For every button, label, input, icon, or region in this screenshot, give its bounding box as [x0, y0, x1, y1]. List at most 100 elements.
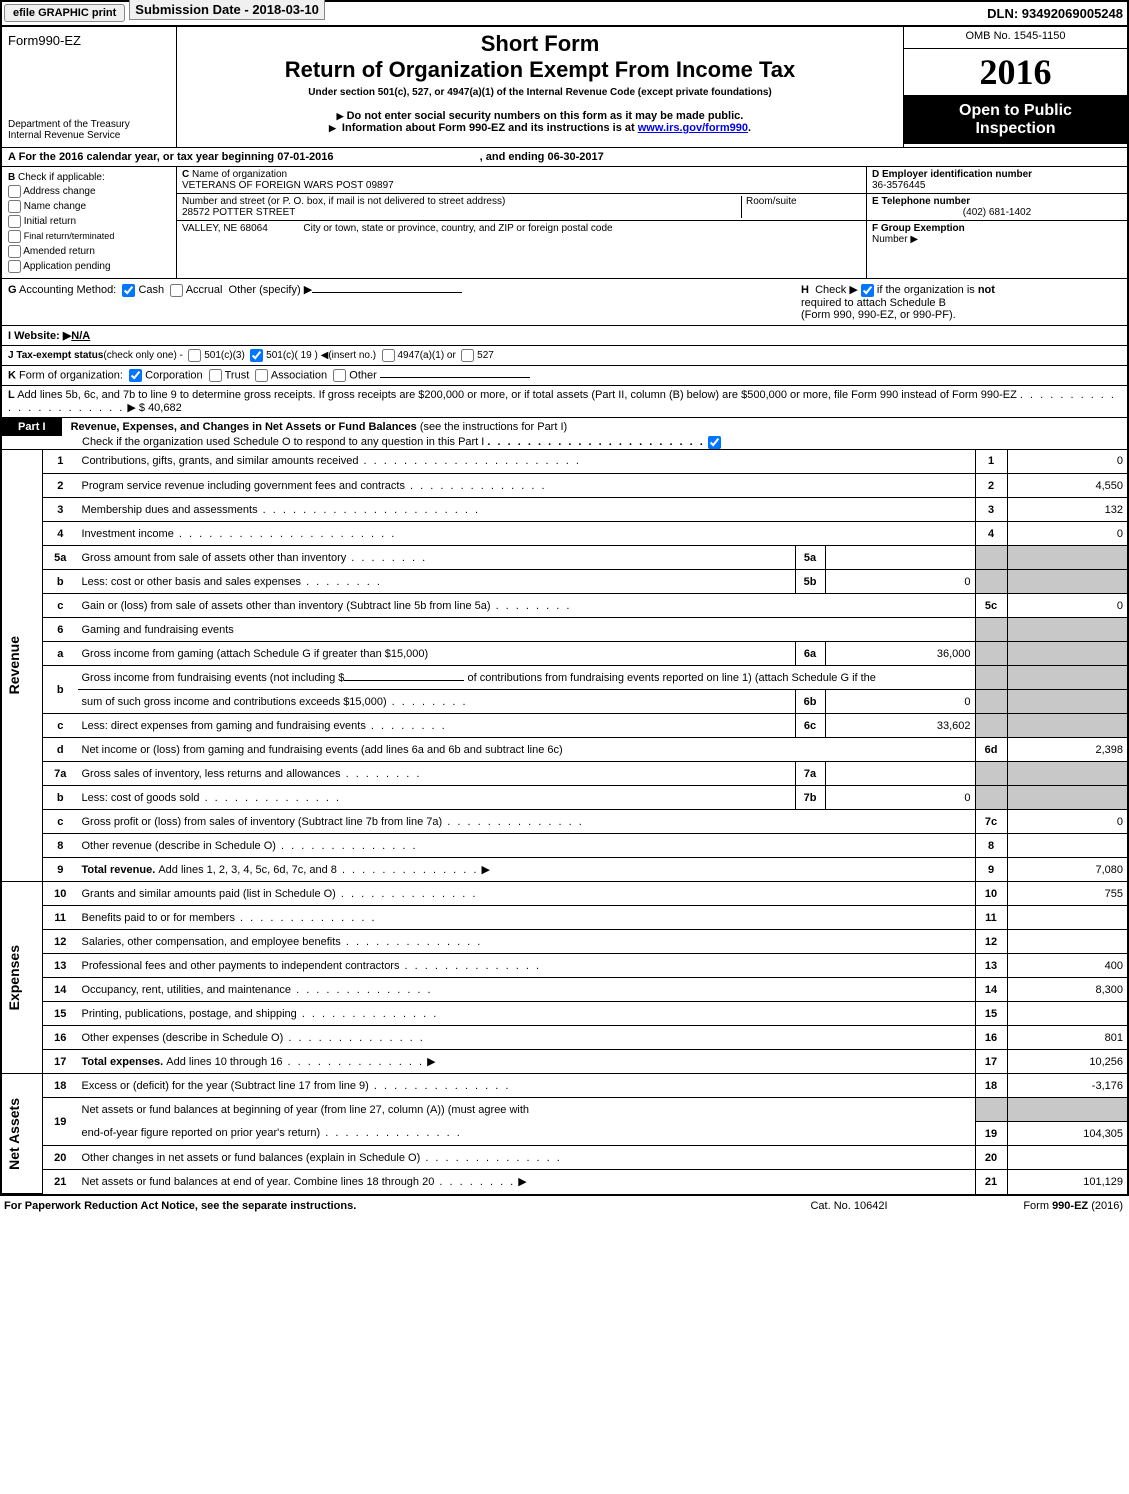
- tax-exempt-row: J Tax-exempt status(check only one) - 50…: [2, 346, 1127, 366]
- chk-association[interactable]: [255, 369, 268, 382]
- org-name: VETERANS OF FOREIGN WARS POST 09897: [182, 180, 394, 191]
- line-17-value: 10,256: [1007, 1050, 1127, 1074]
- form-number: 990-EZ: [38, 33, 81, 48]
- chk-pending[interactable]: [8, 260, 21, 273]
- line-l-gross-receipts: L Add lines 5b, 6c, and 7b to line 9 to …: [2, 386, 1127, 418]
- line-6b-1: b Gross income from fundraising events (…: [2, 666, 1127, 690]
- chk-cash[interactable]: [122, 284, 135, 297]
- irs-link[interactable]: www.irs.gov/form990: [638, 122, 748, 134]
- form-label: Form: [8, 33, 38, 48]
- line-15-value: [1007, 1002, 1127, 1026]
- part1-header-row: Part I Revenue, Expenses, and Changes in…: [2, 418, 1127, 450]
- line-1: Revenue 1 Contributions, gifts, grants, …: [2, 450, 1127, 474]
- line-11-value: [1007, 906, 1127, 930]
- chk-accrual[interactable]: [170, 284, 183, 297]
- line-7b: b Less: cost of goods sold 7b 0: [2, 786, 1127, 810]
- line-3-value: 132: [1007, 498, 1127, 522]
- line-14: 14 Occupancy, rent, utilities, and maint…: [2, 978, 1127, 1002]
- org-info-block: B Check if applicable: Address change Na…: [2, 167, 1127, 279]
- expenses-sidebar: Expenses: [6, 945, 22, 1010]
- chk-address-change[interactable]: [8, 185, 21, 198]
- open-inspection: Open to Public Inspection: [904, 96, 1127, 144]
- line-17: 17 Total expenses. Add lines 10 through …: [2, 1050, 1127, 1074]
- part1-lines-table: Revenue 1 Contributions, gifts, grants, …: [2, 450, 1127, 1195]
- line-18: Net Assets 18 Excess or (deficit) for th…: [2, 1074, 1127, 1098]
- chk-4947[interactable]: [382, 349, 395, 362]
- line-6d: d Net income or (loss) from gaming and f…: [2, 738, 1127, 762]
- line-2: 2 Program service revenue including gove…: [2, 474, 1127, 498]
- line-6c-value: 33,602: [825, 714, 975, 738]
- chk-name-change[interactable]: [8, 200, 21, 213]
- line-5b: b Less: cost or other basis and sales ex…: [2, 570, 1127, 594]
- chk-527[interactable]: [461, 349, 474, 362]
- paperwork-notice: For Paperwork Reduction Act Notice, see …: [0, 1200, 749, 1212]
- dept-treasury: Department of the Treasury: [8, 119, 170, 130]
- gross-receipts: $ 40,682: [139, 402, 182, 414]
- chk-501c3[interactable]: [188, 349, 201, 362]
- line-6: 6 Gaming and fundraising events: [2, 618, 1127, 642]
- line-19-value: 104,305: [1007, 1122, 1127, 1146]
- line-13-value: 400: [1007, 954, 1127, 978]
- dln-label: DLN: 93492069005248: [983, 2, 1127, 25]
- submission-date: Submission Date - 2018-03-10: [129, 0, 325, 20]
- line-10-value: 755: [1007, 882, 1127, 906]
- line-4: 4 Investment income 4 0: [2, 522, 1127, 546]
- chk-amended[interactable]: [8, 245, 21, 258]
- line-6b-2: sum of such gross income and contributio…: [2, 690, 1127, 714]
- line-5a: 5a Gross amount from sale of assets othe…: [2, 546, 1127, 570]
- chk-trust[interactable]: [209, 369, 222, 382]
- return-title: Return of Organization Exempt From Incom…: [183, 57, 897, 83]
- line-2-value: 4,550: [1007, 474, 1127, 498]
- accounting-method-row: G Accounting Method: Cash Accrual Other …: [2, 279, 1127, 326]
- line-16-value: 801: [1007, 1026, 1127, 1050]
- under-section: Under section 501(c), 527, or 4947(a)(1)…: [183, 87, 897, 98]
- line-19-2: end-of-year figure reported on prior yea…: [2, 1122, 1127, 1146]
- dept-irs: Internal Revenue Service: [8, 130, 170, 141]
- line-5c: c Gain or (loss) from sale of assets oth…: [2, 594, 1127, 618]
- chk-schedule-o-part1[interactable]: [708, 436, 721, 449]
- line-18-value: -3,176: [1007, 1074, 1127, 1098]
- org-street: 28572 POTTER STREET: [182, 207, 295, 218]
- line-6d-value: 2,398: [1007, 738, 1127, 762]
- ein: 36-3576445: [872, 180, 925, 191]
- line-20-value: [1007, 1146, 1127, 1170]
- chk-initial-return[interactable]: [8, 215, 21, 228]
- line-7a-value: [825, 762, 975, 786]
- line-11: 11 Benefits paid to or for members 11: [2, 906, 1127, 930]
- chk-501c[interactable]: [250, 349, 263, 362]
- website-value: N/A: [71, 330, 90, 342]
- line-16: 16 Other expenses (describe in Schedule …: [2, 1026, 1127, 1050]
- line-10: Expenses 10 Grants and similar amounts p…: [2, 882, 1127, 906]
- chk-other-org[interactable]: [333, 369, 346, 382]
- efile-print-button[interactable]: efile GRAPHIC print: [4, 4, 125, 22]
- notice-info: Information about Form 990-EZ and its in…: [183, 122, 897, 134]
- chk-corporation[interactable]: [129, 369, 142, 382]
- line-5b-value: 0: [825, 570, 975, 594]
- section-a-calendar: A For the 2016 calendar year, or tax yea…: [2, 148, 1127, 167]
- line-6a: a Gross income from gaming (attach Sched…: [2, 642, 1127, 666]
- website-row: I Website: N/A: [2, 326, 1127, 346]
- line-8-value: [1007, 834, 1127, 858]
- phone: (402) 681-1402: [872, 207, 1122, 218]
- line-6a-value: 36,000: [825, 642, 975, 666]
- line-14-value: 8,300: [1007, 978, 1127, 1002]
- line-6c: c Less: direct expenses from gaming and …: [2, 714, 1127, 738]
- line-7c-value: 0: [1007, 810, 1127, 834]
- org-city: VALLEY, NE 68064: [182, 223, 268, 234]
- section-b-checks: B Check if applicable: Address change Na…: [2, 167, 177, 278]
- line-19-1: 19 Net assets or fund balances at beginn…: [2, 1098, 1127, 1122]
- line-12-value: [1007, 930, 1127, 954]
- form-footer: Form 990-EZ (2016): [949, 1200, 1129, 1212]
- line-21-value: 101,129: [1007, 1170, 1127, 1194]
- line-1-value: 0: [1007, 450, 1127, 474]
- line-7b-value: 0: [825, 786, 975, 810]
- notice-ssn: Do not enter social security numbers on …: [183, 110, 897, 122]
- line-13: 13 Professional fees and other payments …: [2, 954, 1127, 978]
- title-block: Form990-EZ Department of the Treasury In…: [2, 27, 1127, 148]
- chk-final-return[interactable]: [8, 230, 21, 243]
- line-7a: 7a Gross sales of inventory, less return…: [2, 762, 1127, 786]
- line-5c-value: 0: [1007, 594, 1127, 618]
- netassets-sidebar: Net Assets: [6, 1098, 22, 1170]
- line-9: 9 Total revenue. Add lines 1, 2, 3, 4, 5…: [2, 858, 1127, 882]
- chk-schedule-b[interactable]: [861, 284, 874, 297]
